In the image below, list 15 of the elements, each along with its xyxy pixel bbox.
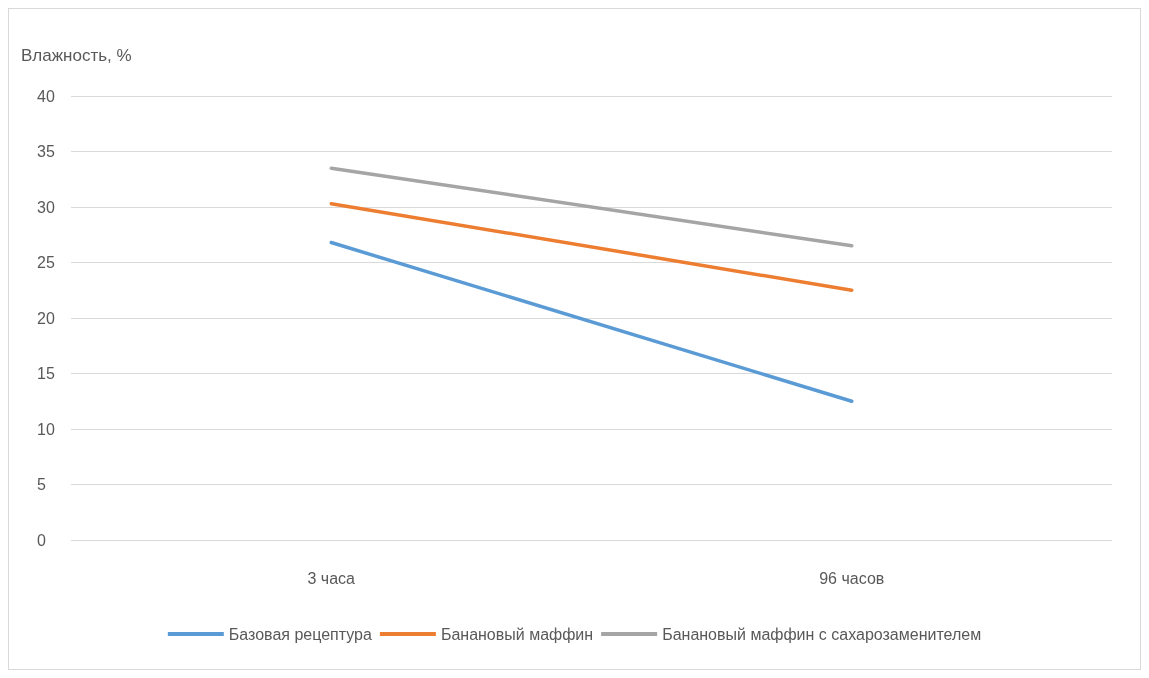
legend-label: Базовая рецептура xyxy=(228,625,372,643)
y-tick-label: 25 xyxy=(37,254,55,271)
x-tick-label: 3 часа xyxy=(307,569,356,587)
y-tick-label: 10 xyxy=(37,420,55,438)
legend-label: Банановый маффин xyxy=(440,625,594,643)
y-tick-label: 35 xyxy=(37,143,55,160)
y-tick-label: 20 xyxy=(37,309,55,327)
y-tick-label: 40 xyxy=(37,87,55,105)
legend-label: Банановый маффин с сахарозаменителем xyxy=(662,625,982,643)
y-tick-label: 30 xyxy=(37,198,55,216)
y-tick-label: 15 xyxy=(37,365,55,382)
y-axis-title: Влажность, % xyxy=(21,46,132,65)
y-tick-label: 5 xyxy=(37,476,46,493)
y-tick-label: 0 xyxy=(37,531,46,549)
x-tick-label: 96 часов xyxy=(819,569,885,587)
